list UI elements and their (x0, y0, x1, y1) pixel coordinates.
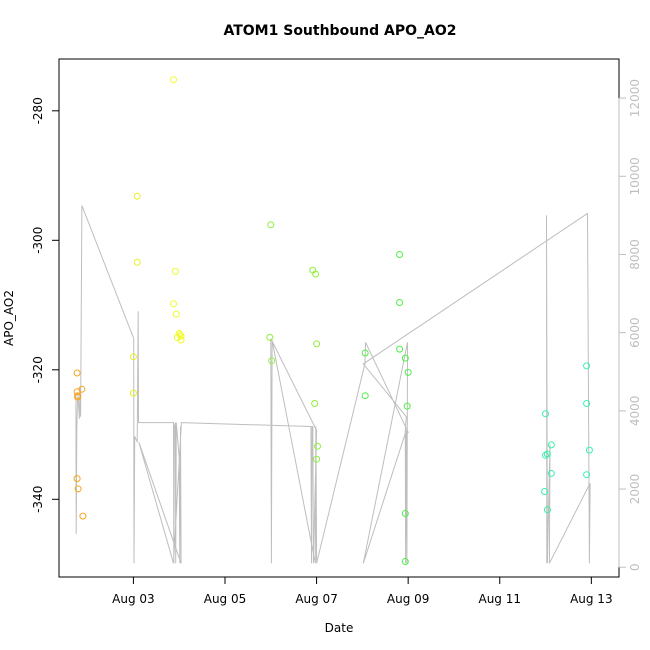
y-axis-label: APO_AO2 (2, 290, 16, 346)
y2-tick-label: 10000 (628, 157, 642, 195)
data-point (73, 369, 81, 377)
y-tick-label: -320 (31, 356, 45, 383)
data-point (314, 442, 321, 450)
x-tick-label: Aug 13 (570, 592, 613, 606)
data-point (176, 331, 184, 339)
data-point (170, 76, 177, 84)
data-point (129, 353, 137, 361)
y2-tick-label: 8000 (628, 239, 642, 270)
data-point (396, 299, 404, 306)
data-point (133, 192, 141, 200)
data-point (313, 340, 321, 348)
y2-tick-label: 6000 (628, 317, 642, 348)
data-point (79, 512, 87, 520)
data-point (74, 392, 82, 400)
y-tick-label: -280 (31, 97, 45, 124)
data-point (133, 258, 141, 266)
y-tick-label: -340 (31, 486, 45, 513)
data-point (311, 400, 319, 407)
data-point (361, 392, 369, 400)
y2-tick-label: 12000 (628, 79, 642, 117)
data-point (396, 345, 404, 353)
x-axis-label: Date (325, 621, 354, 635)
data-point (404, 368, 412, 376)
data-point (361, 349, 369, 357)
y2-axis: 0 2000 4000 6000 8000 10000 12000 (618, 79, 642, 571)
data-point (172, 310, 180, 318)
y2-tick-label: 2000 (628, 474, 642, 505)
data-point (129, 389, 137, 397)
x-tick-label: Aug 07 (295, 592, 338, 606)
data-point (171, 267, 179, 275)
data-point (170, 300, 177, 308)
data-point (583, 400, 591, 407)
chart-title: ATOM1 Southbound APO_AO2 (223, 23, 456, 39)
x-tick-label: Aug 11 (478, 592, 521, 606)
data-point (73, 475, 81, 483)
data-point (177, 332, 185, 340)
x-tick-label: Aug 03 (112, 592, 155, 606)
y2-tick-label: 0 (628, 563, 642, 571)
data-point (266, 333, 274, 341)
data-point (547, 441, 555, 449)
data-point (401, 354, 409, 362)
y-axis: -280 -300 -320 -340 (31, 97, 60, 513)
data-point (547, 469, 555, 477)
y2-tick-label: 4000 (628, 396, 642, 427)
data-point (268, 357, 276, 365)
data-point (401, 558, 409, 565)
data-point (177, 336, 185, 344)
data-point (542, 451, 549, 459)
data-point (267, 221, 275, 229)
data-point (396, 251, 404, 258)
altitude-line (75, 205, 591, 564)
x-tick-label: Aug 05 (204, 592, 247, 606)
x-axis: Aug 03 Aug 05 Aug 07 Aug 09 Aug 11 Aug 13 (112, 576, 613, 606)
data-point (585, 446, 593, 454)
data-point (543, 506, 551, 514)
x-tick-label: Aug 09 (387, 592, 430, 606)
data-point (403, 402, 411, 410)
data-point (543, 450, 551, 458)
data-point (542, 410, 549, 418)
data-point (74, 485, 82, 493)
altitude-trace (75, 205, 591, 564)
data-points (73, 76, 593, 565)
data-point (583, 362, 591, 370)
data-point (78, 385, 86, 393)
data-point (313, 455, 321, 463)
data-point (312, 270, 320, 278)
data-point (541, 488, 549, 495)
data-point (401, 510, 409, 517)
data-point (583, 471, 591, 479)
plot-area (58, 58, 620, 578)
y-tick-label: -300 (31, 227, 45, 254)
